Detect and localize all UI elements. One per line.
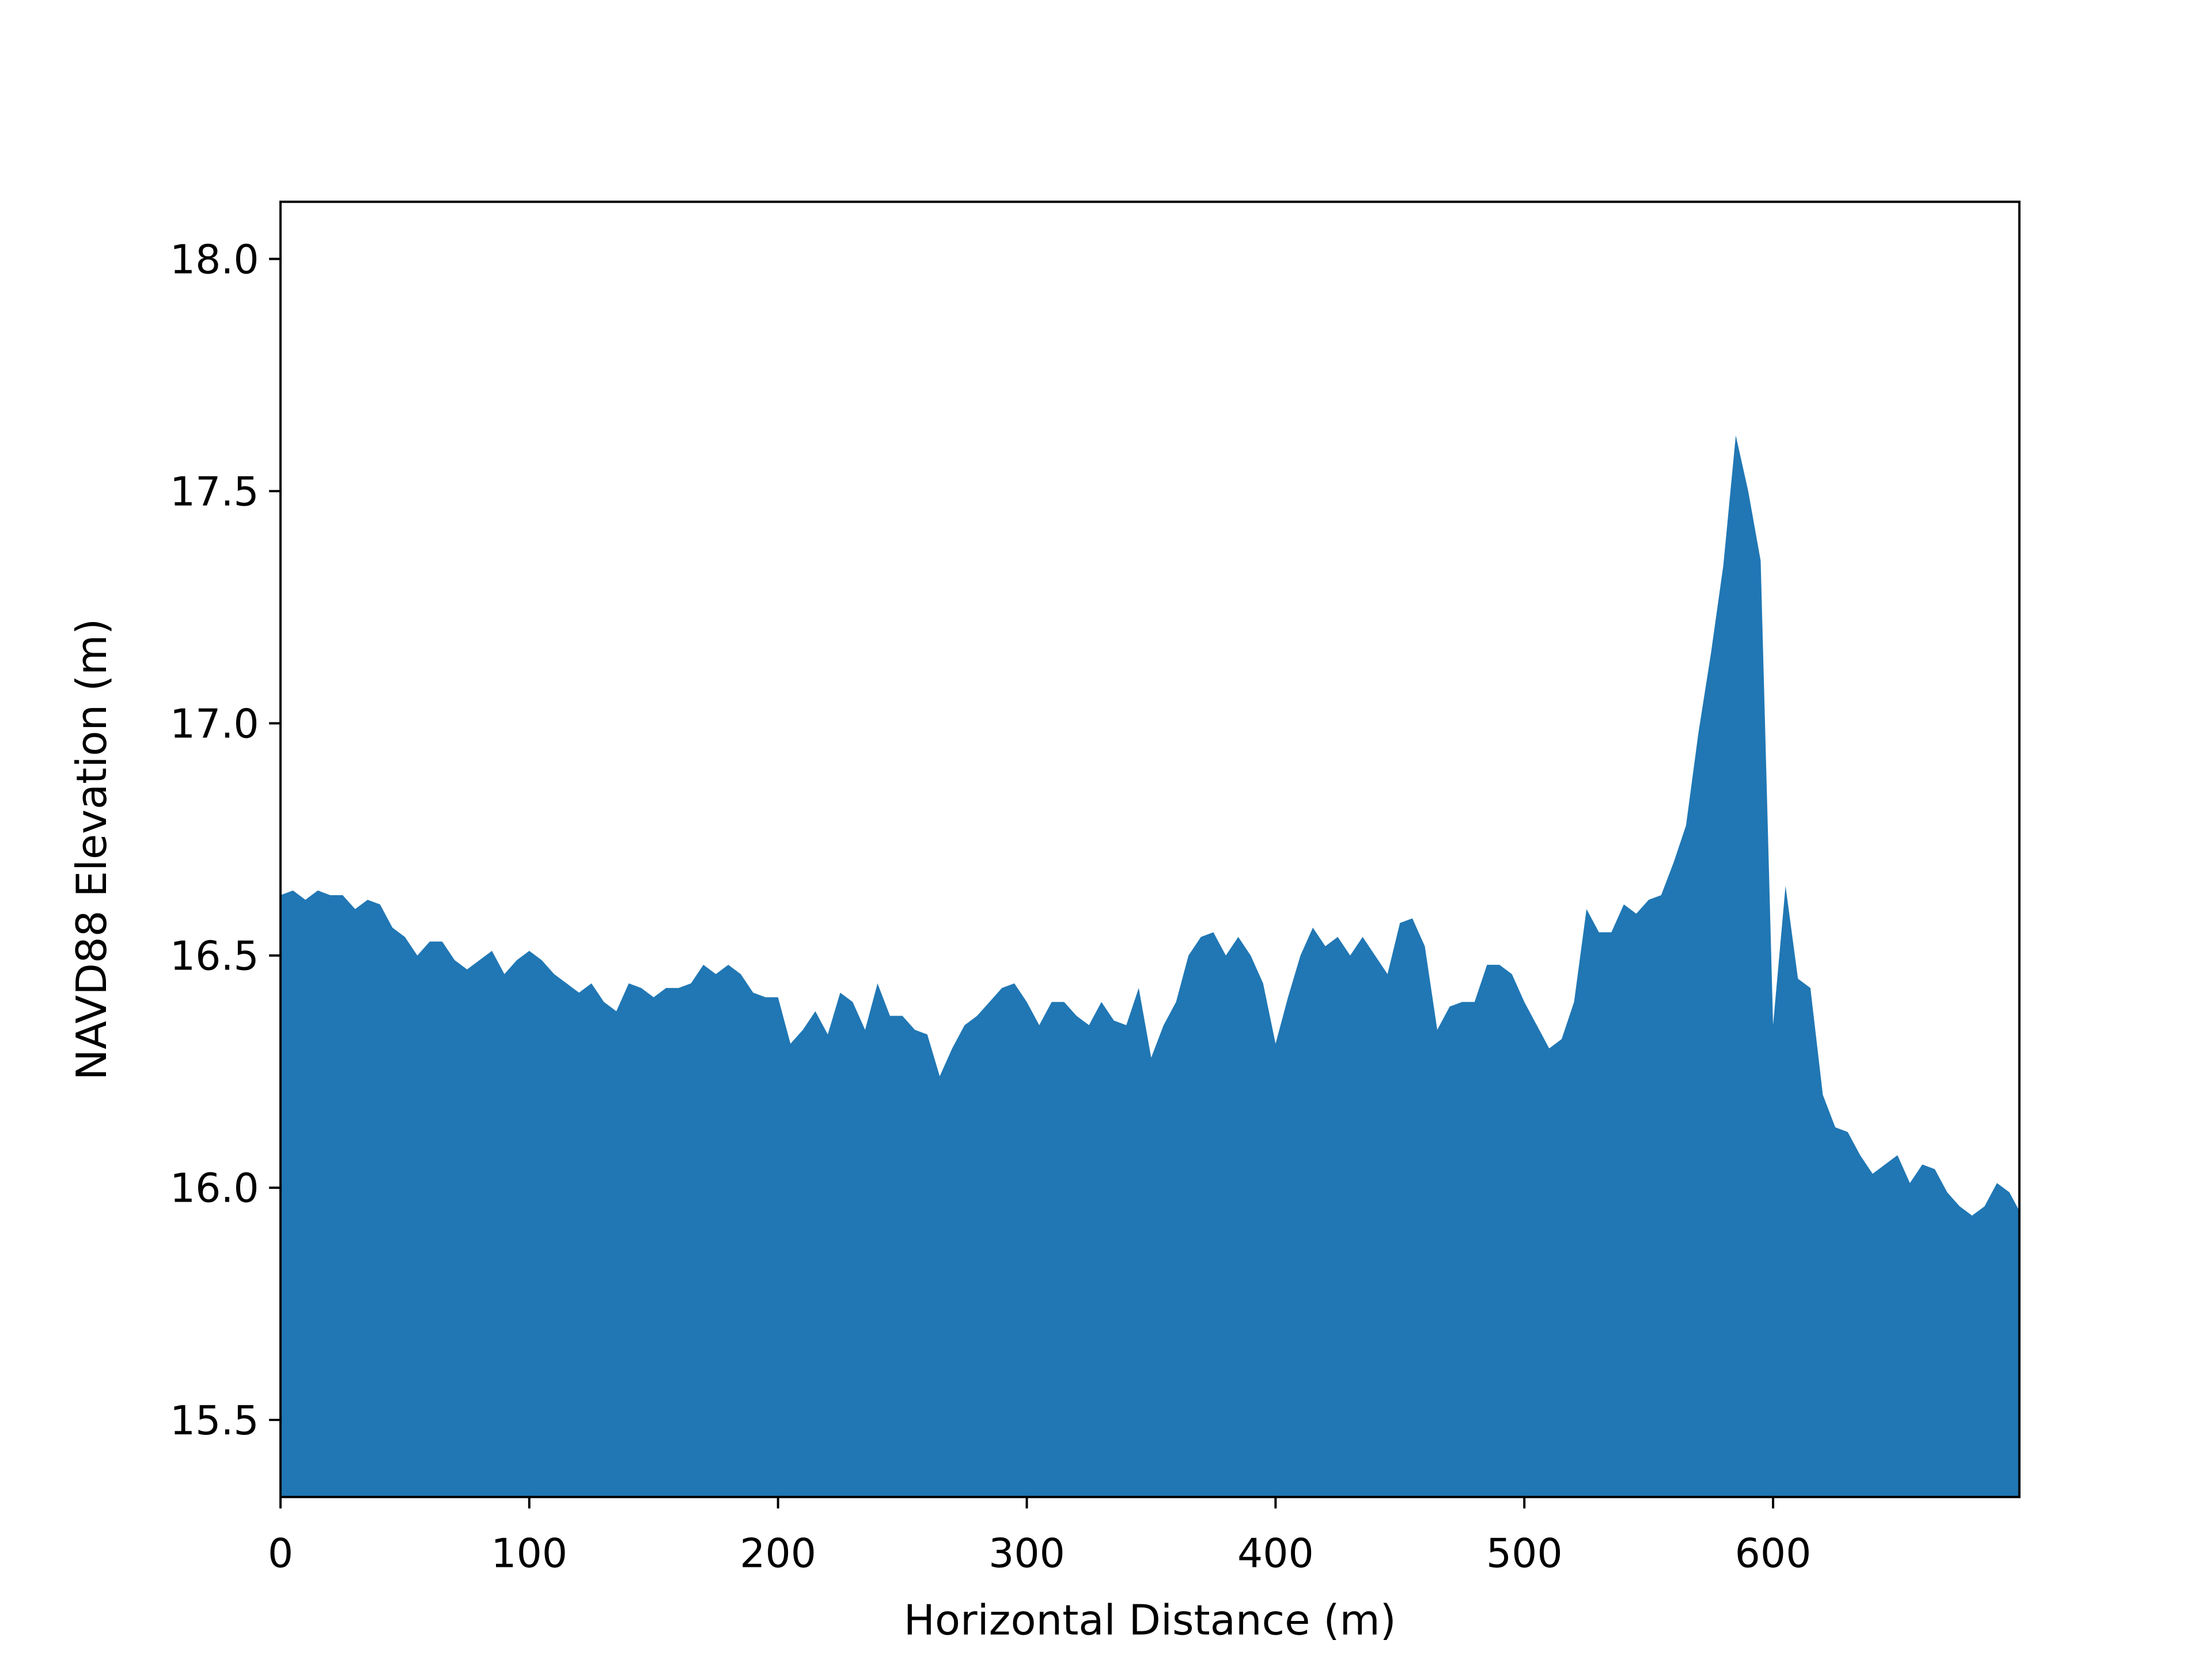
x-axis-label: Horizontal Distance (m) xyxy=(904,1596,1396,1644)
x-tick-label: 300 xyxy=(988,1530,1065,1577)
y-tick-label: 16.0 xyxy=(170,1165,259,1212)
area xyxy=(280,435,2020,1497)
x-tick-label: 400 xyxy=(1237,1530,1314,1577)
y-tick-label: 17.5 xyxy=(170,468,259,515)
x-tick-label: 0 xyxy=(268,1530,293,1577)
x-tick-label: 500 xyxy=(1486,1530,1563,1577)
x-tick-label: 100 xyxy=(491,1530,567,1577)
y-tick-label: 15.5 xyxy=(170,1397,259,1444)
plot-frame xyxy=(279,200,2021,1498)
x-tick-label: 600 xyxy=(1735,1530,1812,1577)
x-tick-label: 200 xyxy=(740,1530,816,1577)
y-tick-label: 17.0 xyxy=(170,701,259,748)
y-tick-label: 16.5 xyxy=(170,933,259,980)
y-tick-label: 18.0 xyxy=(170,236,259,283)
y-axis-label: NAVD88 Elevation (m) xyxy=(67,619,116,1081)
